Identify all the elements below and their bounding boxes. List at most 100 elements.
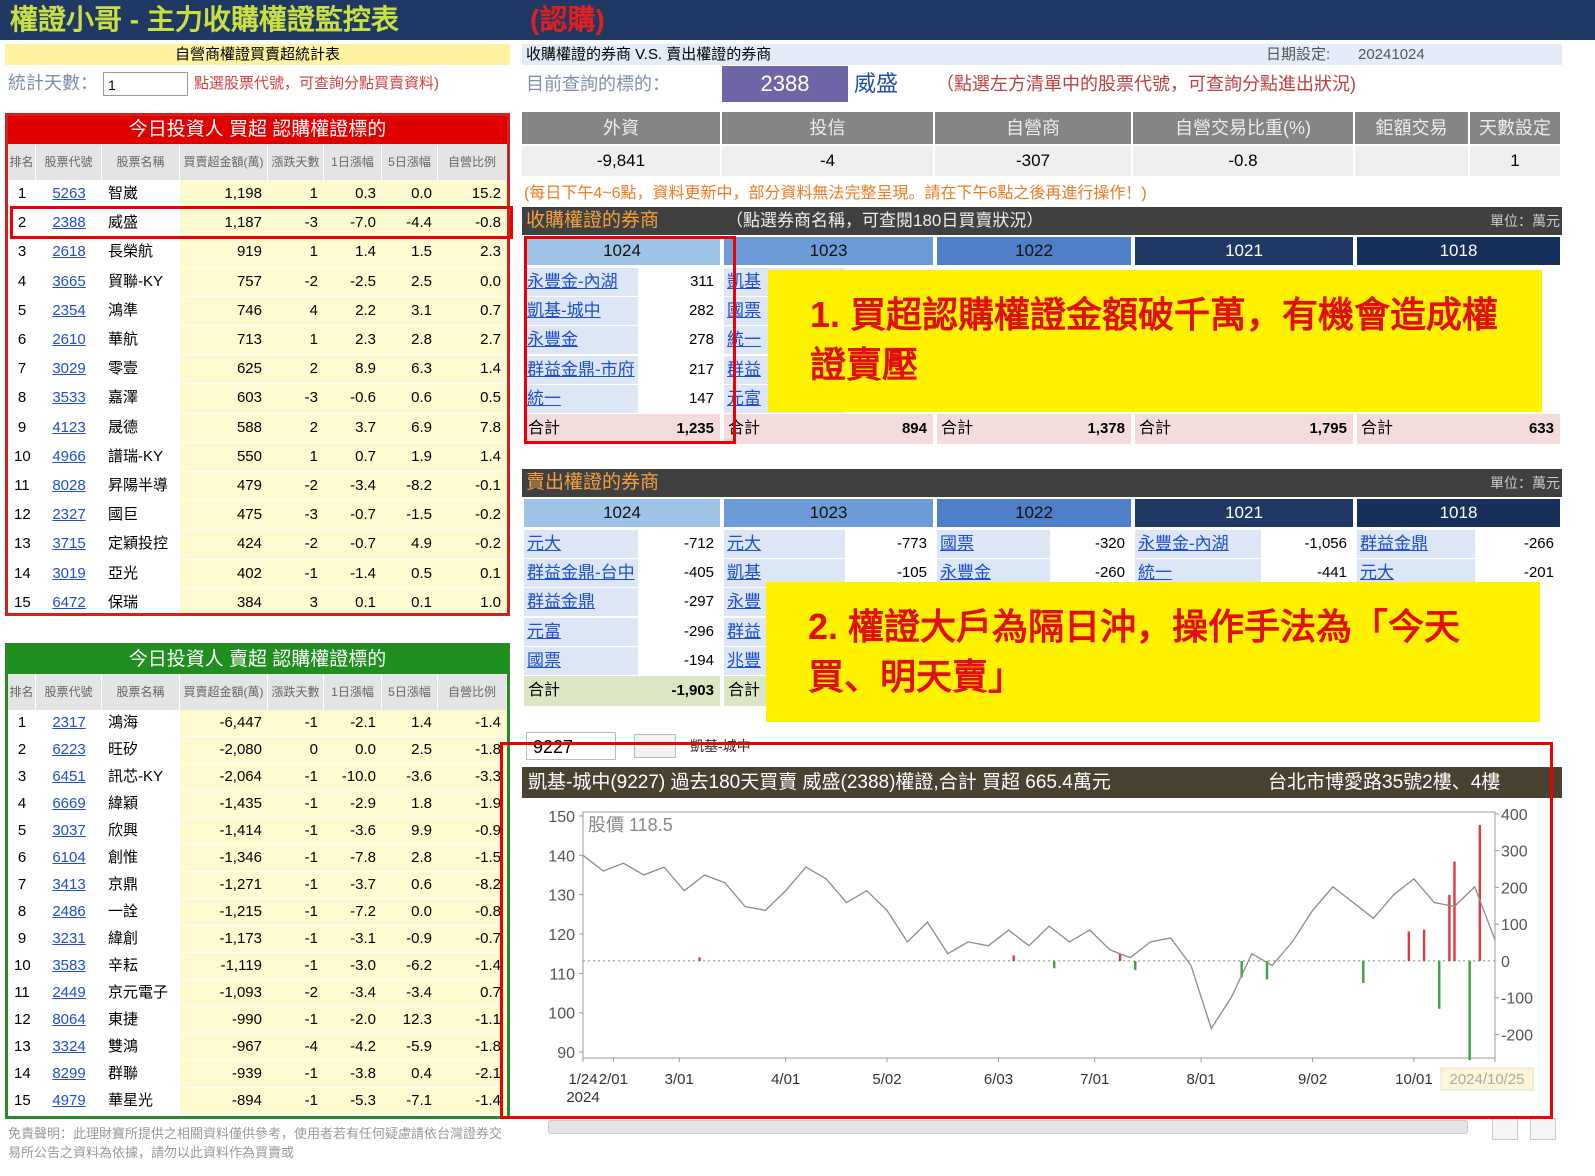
table-cell: -4.2 — [324, 1034, 382, 1060]
flow-bar — [1053, 960, 1056, 969]
search-button[interactable] — [634, 734, 676, 758]
table-cell: -3.6 — [382, 764, 438, 790]
table-cell: -1 — [268, 899, 324, 925]
total-value: 633 — [1458, 414, 1560, 444]
stock-code[interactable]: 3715 — [36, 530, 102, 559]
stock-code[interactable]: 6472 — [36, 588, 102, 613]
broker-name[interactable]: 群益金鼎-市府 — [524, 355, 638, 384]
stock-code[interactable]: 2486 — [36, 899, 102, 925]
table-cell: -1.5 — [438, 845, 507, 871]
broker-name[interactable]: 群益金鼎-台中 — [524, 559, 638, 588]
stock-code[interactable]: 4123 — [36, 413, 102, 442]
broker-name[interactable]: 永豐金-內湖 — [524, 268, 638, 296]
broker-name[interactable]: 群益金鼎 — [1357, 530, 1475, 558]
table-cell: 14 — [8, 559, 36, 588]
stock-code[interactable]: 2618 — [36, 238, 102, 267]
stock-code[interactable]: 6669 — [36, 791, 102, 817]
broker-name[interactable]: 元富 — [524, 617, 638, 646]
stock-code[interactable]: 5263 — [36, 180, 102, 209]
table-cell: -1 — [268, 1088, 324, 1114]
table-cell: 12.3 — [382, 1007, 438, 1033]
table-cell: -3.4 — [382, 980, 438, 1006]
callout: 1. 買超認購權證金額破千萬，有機會造成權證賣壓 — [768, 270, 1542, 412]
total-value: 894 — [828, 414, 933, 444]
broker-name[interactable]: 凱基-城中 — [524, 297, 638, 326]
table-cell: -967 — [180, 1034, 268, 1060]
stock-code[interactable]: 2354 — [36, 296, 102, 325]
table-cell: -3 — [268, 501, 324, 530]
broker-name[interactable]: 永豐金 — [524, 326, 638, 355]
table-cell: 0.5 — [382, 559, 438, 588]
flow-bar — [1407, 931, 1411, 961]
stock-code[interactable]: 3324 — [36, 1034, 102, 1060]
stock-code[interactable]: 2449 — [36, 980, 102, 1006]
stock-code[interactable]: 3019 — [36, 559, 102, 588]
stock-code[interactable]: 3583 — [36, 953, 102, 979]
stock-code[interactable]: 3037 — [36, 818, 102, 844]
stock-code[interactable]: 6223 — [36, 737, 102, 763]
app-subtitle: (認購) — [530, 4, 605, 35]
table-cell: 0 — [268, 737, 324, 763]
table-cell: -0.9 — [382, 926, 438, 952]
table-cell: -7.8 — [324, 845, 382, 871]
x-label-box — [1440, 1067, 1534, 1091]
stock-code[interactable]: 6104 — [36, 845, 102, 871]
table-cell: 3 — [8, 764, 36, 790]
zoom-button[interactable] — [1492, 1118, 1518, 1140]
table-cell: 0.1 — [438, 559, 507, 588]
table-cell: 6 — [8, 326, 36, 355]
broker-name[interactable]: 元大 — [524, 530, 638, 558]
callout: 2. 權證大戶為隔日沖，操作手法為「今天買、明天賣」 — [766, 582, 1540, 722]
broker-name[interactable]: 永豐金-內湖 — [1135, 530, 1262, 558]
table-cell: 長榮航 — [102, 238, 180, 267]
date-value: 20241024 — [1358, 46, 1425, 63]
table-cell: 0.7 — [438, 296, 507, 325]
stock-code[interactable]: 3665 — [36, 267, 102, 296]
x-tick-label: 10/01 — [1395, 1071, 1433, 1088]
stock-code[interactable]: 3029 — [36, 355, 102, 384]
stock-code[interactable]: 8028 — [36, 472, 102, 501]
zoom-button[interactable] — [1530, 1118, 1556, 1140]
table-cell: 2.3 — [438, 238, 507, 267]
table-cell: 13 — [8, 530, 36, 559]
broker-name[interactable]: 元大 — [724, 530, 846, 558]
table-cell: 0.0 — [438, 267, 507, 296]
stock-code[interactable]: 3533 — [36, 384, 102, 413]
stock-code[interactable]: 3413 — [36, 872, 102, 898]
stock-code[interactable]: 4979 — [36, 1088, 102, 1114]
stock-code[interactable]: 8064 — [36, 1007, 102, 1033]
table-cell: -1,215 — [180, 899, 268, 925]
stock-code[interactable]: 2610 — [36, 326, 102, 355]
table-cell: 603 — [180, 384, 268, 413]
table-cell: 10 — [8, 953, 36, 979]
broker-name[interactable]: 統一 — [524, 384, 638, 413]
broker-name[interactable]: 群益金鼎 — [524, 588, 638, 617]
days-select[interactable]: 1 — [103, 72, 188, 96]
table-cell: -1.4 — [438, 1088, 507, 1114]
column-header: 自營比例 — [438, 144, 507, 180]
x-tick-label: 2/01 — [599, 1071, 628, 1088]
table-cell: 11 — [8, 472, 36, 501]
date-header: 1022 — [937, 237, 1131, 265]
stock-code[interactable]: 2388 — [36, 209, 102, 238]
stock-code[interactable]: 4966 — [36, 442, 102, 471]
table-cell: 鴻準 — [102, 296, 180, 325]
y-tick-label: 140 — [548, 848, 575, 865]
table-cell: 保瑞 — [102, 588, 180, 613]
stock-code[interactable]: 3231 — [36, 926, 102, 952]
broker-name[interactable]: 國票 — [937, 530, 1050, 558]
scrollbar[interactable] — [548, 1120, 1468, 1134]
stock-code[interactable]: 2327 — [36, 501, 102, 530]
table-cell: -1.4 — [438, 953, 507, 979]
table-cell: -1.5 — [382, 501, 438, 530]
broker-value: 147 — [637, 384, 720, 413]
stock-code[interactable]: 2317 — [36, 710, 102, 736]
broker-name[interactable]: 國票 — [524, 646, 638, 675]
table-cell: -7.2 — [324, 899, 382, 925]
flow-bar — [1422, 929, 1426, 961]
table-cell: -0.2 — [438, 501, 507, 530]
stock-code[interactable]: 8299 — [36, 1061, 102, 1087]
stock-code[interactable]: 6451 — [36, 764, 102, 790]
table-cell: -3.3 — [438, 764, 507, 790]
table-cell: 13 — [8, 1034, 36, 1060]
